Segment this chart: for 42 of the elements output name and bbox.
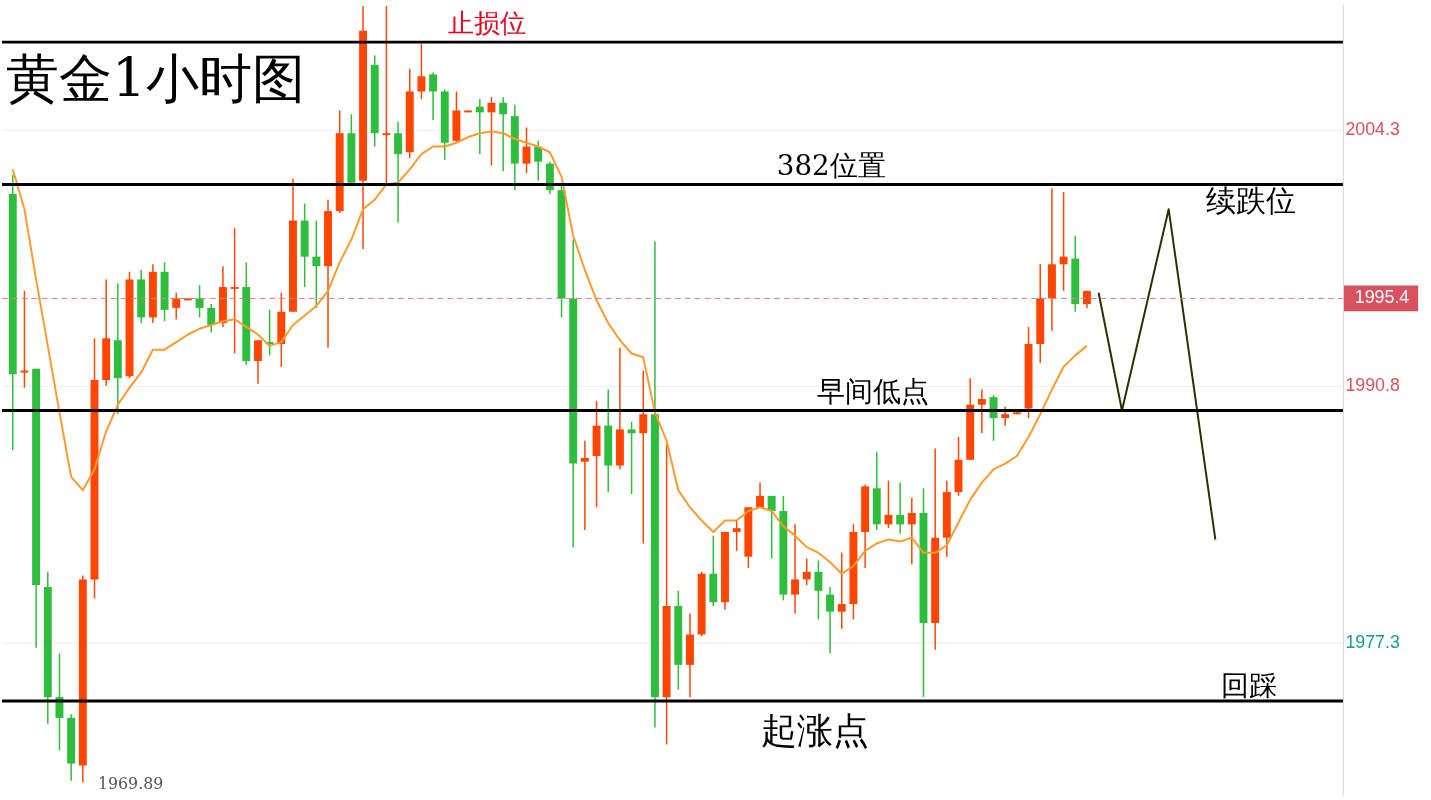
candlestick — [382, 5, 391, 186]
candlestick — [732, 519, 741, 552]
ref-line-label: 1995.4 — [1354, 287, 1410, 308]
ref-line-label: 早间低点 — [816, 374, 929, 408]
candlestick — [394, 121, 403, 224]
candlestick — [1059, 191, 1068, 292]
candlestick — [907, 497, 916, 565]
ref-line-label: 止损位 — [447, 8, 526, 39]
candlestick — [534, 140, 543, 182]
candlestick — [884, 479, 893, 529]
candlestick — [756, 481, 764, 509]
text: 黄金1小时图 — [5, 47, 305, 111]
candlestick — [230, 227, 239, 355]
candlestick — [627, 421, 636, 495]
annotation: 续跌位 — [1205, 182, 1296, 218]
annotation: 回踩 — [1220, 668, 1277, 702]
candlestick — [429, 71, 438, 121]
candlestick — [826, 586, 835, 655]
candlestick — [802, 557, 811, 586]
line-series — [11, 130, 1088, 575]
candlestick — [195, 284, 204, 319]
candlestick — [767, 495, 776, 560]
candlestick — [837, 552, 846, 630]
candlestick — [814, 559, 823, 621]
y-tick-label: 1990.8 — [1345, 375, 1400, 396]
candlestick — [207, 303, 216, 334]
candlestick — [417, 43, 426, 100]
candlestick — [977, 388, 986, 434]
annotation: 1969.89 — [97, 773, 164, 793]
candlestick — [639, 369, 648, 545]
ref-line-label: 382位置 — [776, 148, 886, 182]
candlestick — [172, 291, 181, 321]
candlestick — [791, 523, 800, 615]
candlestick — [254, 339, 262, 385]
y-tick-label: 1977.3 — [1345, 631, 1400, 652]
candlestick — [896, 481, 905, 535]
candlestick — [499, 96, 508, 172]
ref-line-label: 起涨点 — [761, 710, 870, 752]
y-tick-label: 2004.3 — [1345, 118, 1400, 139]
candlestick — [312, 219, 321, 309]
candlestick — [1001, 405, 1010, 427]
candlestick — [580, 440, 589, 531]
